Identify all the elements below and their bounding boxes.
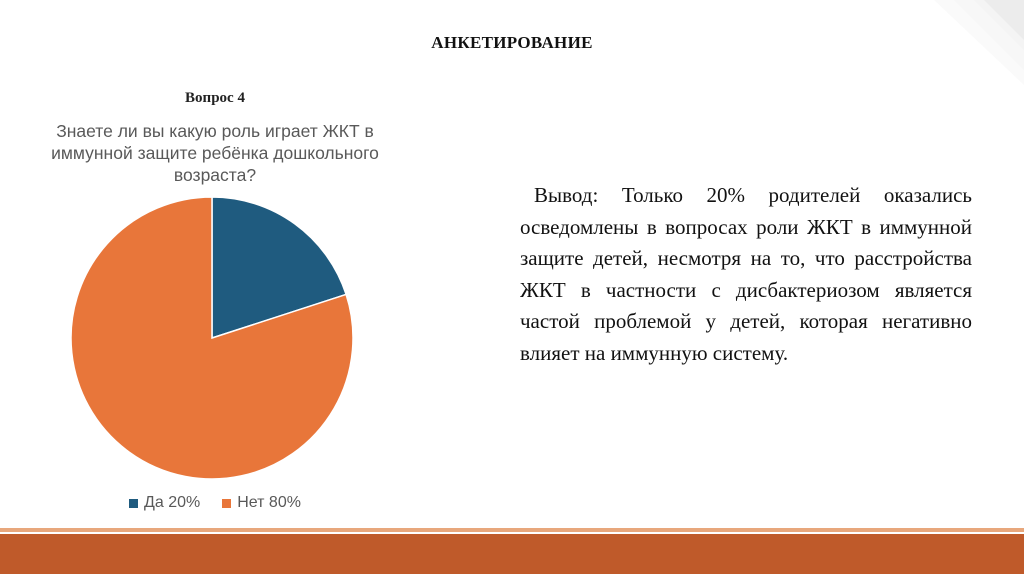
pie-slice-нет <box>70 196 354 480</box>
chart-legend: Да 20% Нет 80% <box>20 494 410 512</box>
slide-title: АНКЕТИРОВАНИЕ <box>431 33 593 52</box>
legend-item: Нет 80% <box>222 494 301 512</box>
legend-label: Да 20% <box>144 494 201 511</box>
chart-subtitle: Знаете ли вы какую роль играет ЖКТ в имм… <box>51 121 379 185</box>
pie-chart-canvas <box>70 196 354 480</box>
chart-title: Вопрос 4 <box>185 90 245 106</box>
legend-item: Да 20% <box>129 494 200 512</box>
footer-bar <box>0 534 1024 574</box>
legend-label: Нет 80% <box>237 494 301 511</box>
footer-divider <box>0 528 1024 532</box>
legend-swatch <box>222 498 232 508</box>
pie-chart: Вопрос 4 Знаете ли вы какую роль играет … <box>20 84 410 524</box>
pie-slice-да <box>211 196 348 340</box>
conclusion-text: Вывод: Только 20% родителей оказались ос… <box>520 183 972 365</box>
legend-swatch <box>129 498 139 508</box>
